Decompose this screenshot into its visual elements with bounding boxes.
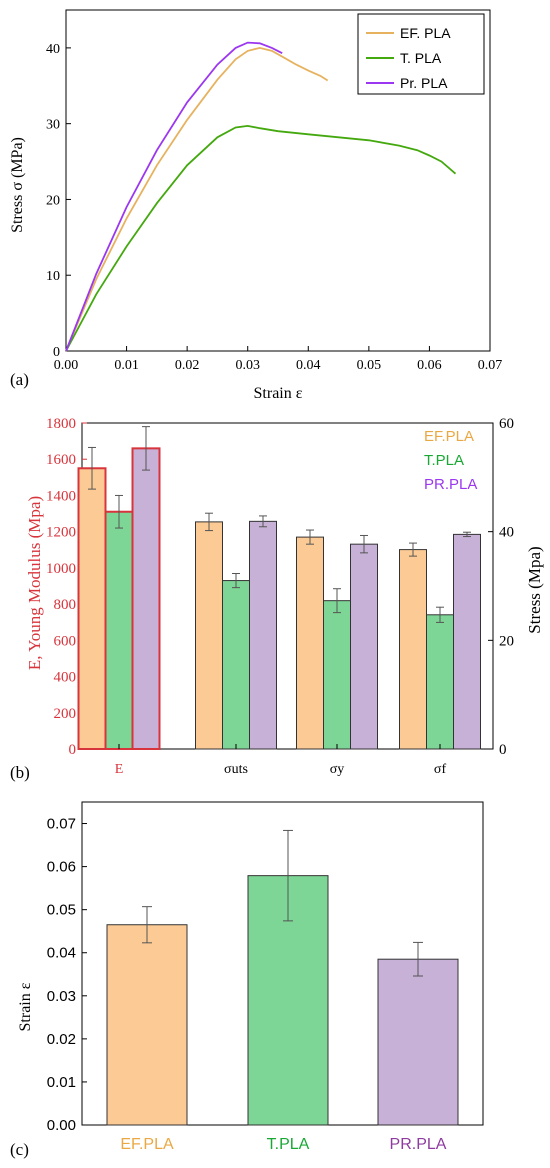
- right-y-tick-label: 20: [499, 633, 514, 649]
- x-tick-label: 0.02: [175, 358, 200, 373]
- stress-strain-chart: 0.00 0.01 0.02 0.03 0.04 0.05 0.06 0.07 0 10 20 30 4…: [0, 0, 550, 405]
- category-label: EF.PLA: [120, 1136, 174, 1153]
- bar-ef-pla: [106, 924, 188, 1126]
- bar-pr-pla: [377, 958, 459, 1126]
- y-tick-label: 0.00: [47, 1117, 76, 1134]
- bar-ef-pla: [195, 521, 223, 750]
- mechanical-properties-chart: 0 200 400 600 800 1000 1200 1400 1600 1800 0 20 40 60…: [0, 405, 550, 790]
- legend-entry: PR.PLA: [424, 476, 477, 493]
- y-tick-label: 30: [46, 118, 60, 133]
- bar-pr-pla: [131, 447, 161, 750]
- series-line-pr-pla: [65, 41, 283, 352]
- plot-frame: [65, 9, 491, 352]
- left-y-tick-label: 200: [54, 706, 77, 722]
- left-y-tick-label: 1600: [46, 452, 76, 468]
- panel-letter-c: (c): [10, 1140, 29, 1159]
- y-tick-label: 10: [46, 269, 60, 284]
- bar-pr-pla: [453, 533, 481, 750]
- right-y-tick-label: 40: [499, 525, 514, 541]
- left-y-tick-label: 400: [54, 670, 77, 686]
- y-tick-label: 0.02: [47, 1031, 76, 1048]
- y-tick-label: 0.03: [47, 988, 76, 1005]
- panel-letter-a: (a): [10, 370, 29, 389]
- legend-entry: EF. PLA: [400, 25, 451, 41]
- left-y-tick-label: 1800: [46, 416, 76, 432]
- legend-entry: EF.PLA: [424, 428, 474, 445]
- strain-plot-area: 0.00 0.01 0.02 0.03 0.04 0.05 0.06 0.07 EF.PLA T.…: [47, 801, 484, 1153]
- stress-strain-svg: 0.00 0.01 0.02 0.03 0.04 0.05 0.06 0.07 0 10 20 30 4…: [9, 9, 503, 402]
- bar-t-pla: [323, 600, 351, 750]
- category-label: T.PLA: [267, 1136, 310, 1153]
- left-y-tick-label: 0: [69, 742, 77, 758]
- bar-ef-pla: [77, 467, 107, 751]
- left-y-tick-label: 600: [54, 633, 77, 649]
- x-tick-label: 0.01: [114, 358, 139, 373]
- right-y-tick-label: 60: [499, 416, 514, 432]
- strain-bar-chart: 0.00 0.01 0.02 0.03 0.04 0.05 0.06 0.07 EF.PLA T.…: [0, 790, 550, 1168]
- y-tick-label: 0.04: [47, 945, 76, 962]
- x-tick-label: 0.04: [296, 358, 321, 373]
- x-tick-label: 0.00: [54, 358, 79, 373]
- bar-pr-pla: [249, 520, 277, 750]
- legend-box: [357, 13, 485, 95]
- left-y-tick-label: 1200: [46, 525, 76, 541]
- y-tick-label: 0.06: [47, 859, 76, 876]
- panel-letter-b: (b): [10, 763, 30, 782]
- x-tick-label: 0.06: [417, 358, 442, 373]
- strain-bar-svg: 0.00 0.01 0.02 0.03 0.04 0.05 0.06 0.07 EF.PLA T.…: [10, 801, 484, 1159]
- y-tick-label: 0.07: [47, 816, 76, 833]
- right-y-axis-label: Stress (Mpa): [525, 546, 544, 633]
- y-tick-label: 0.05: [47, 902, 76, 919]
- category-label: σf: [434, 762, 447, 777]
- category-label: PR.PLA: [390, 1136, 447, 1153]
- y-tick-label: 40: [46, 42, 60, 57]
- legend: EF. PLA T. PLA Pr. PLA: [357, 13, 485, 95]
- left-y-axis-label: E, Young Modulus (Mpa): [25, 496, 44, 670]
- bar-t-pla: [104, 510, 134, 750]
- y-tick-label: 0.01: [47, 1074, 76, 1091]
- legend-entry: Pr. PLA: [400, 75, 448, 91]
- series-line-t-pla: [65, 124, 457, 352]
- y-axis-label: Stress σ (MPa): [9, 137, 26, 233]
- left-y-tick-label: 1000: [46, 561, 76, 577]
- mechanical-properties-plot-area: 0 200 400 600 800 1000 1200 1400 1600 1800 0 20 40 60…: [46, 416, 514, 777]
- bar-t-pla: [426, 614, 454, 750]
- series-line-ef-pla: [65, 46, 329, 352]
- category-label: σy: [330, 762, 345, 777]
- mechanical-properties-svg: 0 200 400 600 800 1000 1200 1400 1600 1800 0 20 40 60…: [10, 416, 544, 782]
- bar-ef-pla: [296, 536, 324, 750]
- x-tick-label: 0.03: [235, 358, 260, 373]
- x-tick-label: 0.05: [357, 358, 382, 373]
- x-axis-label: Strain ε: [254, 385, 303, 402]
- left-y-tick-label: 1400: [46, 488, 76, 504]
- bar-ef-pla: [399, 549, 427, 750]
- category-label: E: [115, 762, 124, 777]
- y-tick-label: 20: [46, 193, 60, 208]
- legend-entry: T.PLA: [424, 452, 464, 469]
- bar-pr-pla: [350, 543, 378, 750]
- x-tick-label: 0.07: [478, 358, 503, 373]
- left-y-tick-label: 800: [54, 597, 77, 613]
- y-tick-label: 0: [53, 345, 60, 360]
- strain-y-axis-label: Strain ε: [17, 982, 34, 1031]
- legend-entry: T. PLA: [400, 50, 442, 66]
- bar-t-pla: [222, 580, 250, 750]
- right-y-tick-label: 0: [499, 742, 507, 758]
- category-label: σuts: [224, 762, 248, 777]
- stress-strain-plot-area: 0.00 0.01 0.02 0.03 0.04 0.05 0.06 0.07 0 10 20 30 4…: [46, 9, 503, 373]
